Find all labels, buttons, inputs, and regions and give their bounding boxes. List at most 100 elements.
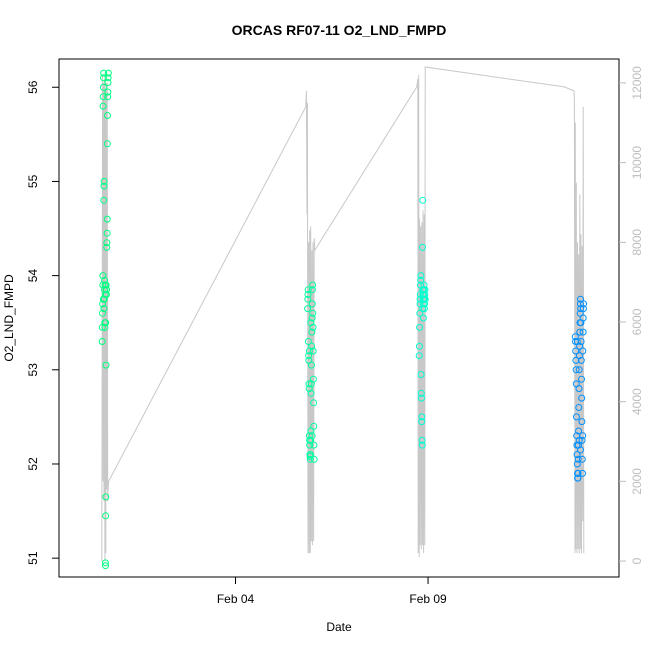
data-point bbox=[104, 93, 112, 101]
data-point bbox=[571, 333, 579, 341]
data-point bbox=[103, 239, 111, 247]
data-point bbox=[100, 74, 107, 82]
y2-tick-label: 6000 bbox=[630, 308, 644, 335]
data-point bbox=[308, 361, 315, 369]
data-point bbox=[103, 229, 111, 237]
data-point bbox=[99, 295, 107, 303]
data-point bbox=[104, 79, 112, 86]
data-point bbox=[578, 436, 586, 444]
data-point bbox=[574, 474, 582, 482]
x-axis: Feb 04 Feb 09 bbox=[217, 577, 447, 606]
data-point bbox=[309, 309, 317, 317]
data-point bbox=[576, 328, 584, 336]
data-point bbox=[307, 436, 315, 444]
data-point bbox=[103, 243, 111, 251]
data-point bbox=[572, 356, 580, 364]
data-point bbox=[99, 83, 107, 91]
y-tick-label: 55 bbox=[26, 174, 40, 188]
data-point bbox=[100, 305, 108, 313]
data-point bbox=[99, 300, 107, 308]
data-point bbox=[578, 375, 585, 383]
data-point bbox=[575, 352, 583, 360]
data-point bbox=[308, 314, 316, 322]
data-point bbox=[304, 305, 312, 313]
data-point bbox=[305, 432, 313, 440]
y2-tick-label: 12000 bbox=[630, 66, 644, 100]
data-point bbox=[104, 88, 112, 96]
data-point bbox=[308, 286, 316, 294]
data-point bbox=[579, 328, 587, 336]
series-rf07 bbox=[98, 69, 112, 570]
data-point bbox=[417, 272, 425, 280]
y2-tick-label: 2000 bbox=[630, 468, 644, 495]
data-point bbox=[309, 281, 317, 289]
data-point bbox=[305, 380, 313, 388]
data-point bbox=[579, 314, 587, 322]
data-point bbox=[102, 319, 110, 327]
data-point bbox=[99, 281, 107, 289]
data-point bbox=[421, 286, 429, 294]
data-point bbox=[307, 451, 314, 459]
data-point bbox=[575, 427, 583, 435]
data-point bbox=[577, 446, 584, 454]
data-point bbox=[579, 305, 587, 313]
y-tick-label: 51 bbox=[26, 551, 40, 565]
y-axis-left: 51 52 53 54 55 56 bbox=[26, 80, 59, 565]
data-point bbox=[101, 276, 109, 284]
data-point bbox=[100, 69, 108, 77]
data-point bbox=[304, 338, 312, 345]
data-point bbox=[574, 455, 582, 463]
series-rf08 bbox=[304, 281, 318, 463]
y2-tick-label: 4000 bbox=[630, 388, 644, 415]
chart-title: ORCAS RF07-11 O2_LND_FMPD bbox=[232, 22, 447, 38]
data-point bbox=[309, 375, 317, 383]
data-point bbox=[577, 338, 585, 345]
y2-tick-label: 10000 bbox=[630, 146, 644, 180]
data-point bbox=[415, 342, 423, 350]
data-point bbox=[575, 436, 583, 444]
data-point bbox=[310, 455, 318, 463]
y2-tick-label: 8000 bbox=[630, 229, 644, 256]
data-point bbox=[307, 319, 315, 327]
data-point bbox=[418, 394, 425, 402]
data-point bbox=[419, 196, 427, 204]
data-point bbox=[103, 140, 111, 148]
data-point bbox=[575, 366, 583, 374]
altitude-trace-line bbox=[101, 66, 585, 562]
data-point bbox=[305, 352, 313, 360]
y-tick-label: 56 bbox=[26, 80, 40, 94]
data-point bbox=[573, 451, 581, 459]
data-point bbox=[573, 460, 581, 468]
y-axis-label: O2_LND_FMPD bbox=[2, 274, 16, 362]
data-point bbox=[421, 295, 429, 303]
data-point bbox=[102, 512, 110, 520]
y-axis-right: 0 2000 4000 6000 8000 10000 12000 bbox=[619, 66, 644, 564]
data-point bbox=[102, 562, 109, 570]
data-point bbox=[99, 272, 107, 280]
data-point bbox=[304, 291, 312, 298]
x-tick-label: Feb 09 bbox=[409, 592, 447, 606]
data-point bbox=[421, 300, 429, 308]
data-point bbox=[104, 69, 112, 77]
data-point bbox=[103, 215, 111, 223]
data-point bbox=[100, 182, 108, 190]
data-point bbox=[577, 295, 584, 303]
data-point bbox=[579, 347, 587, 355]
data-point bbox=[418, 436, 426, 444]
data-point bbox=[417, 389, 425, 397]
data-point bbox=[102, 493, 110, 501]
series-rf10 bbox=[571, 295, 588, 482]
data-point bbox=[306, 441, 314, 449]
data-point bbox=[420, 281, 428, 289]
data-point bbox=[575, 385, 583, 393]
data-point bbox=[573, 338, 581, 345]
data-point bbox=[418, 418, 426, 426]
data-point bbox=[304, 295, 312, 303]
data-point bbox=[309, 347, 317, 355]
data-point bbox=[99, 309, 106, 317]
data-point bbox=[421, 291, 429, 298]
data-point bbox=[99, 93, 107, 101]
data-point bbox=[419, 305, 427, 313]
data-point bbox=[100, 196, 108, 204]
